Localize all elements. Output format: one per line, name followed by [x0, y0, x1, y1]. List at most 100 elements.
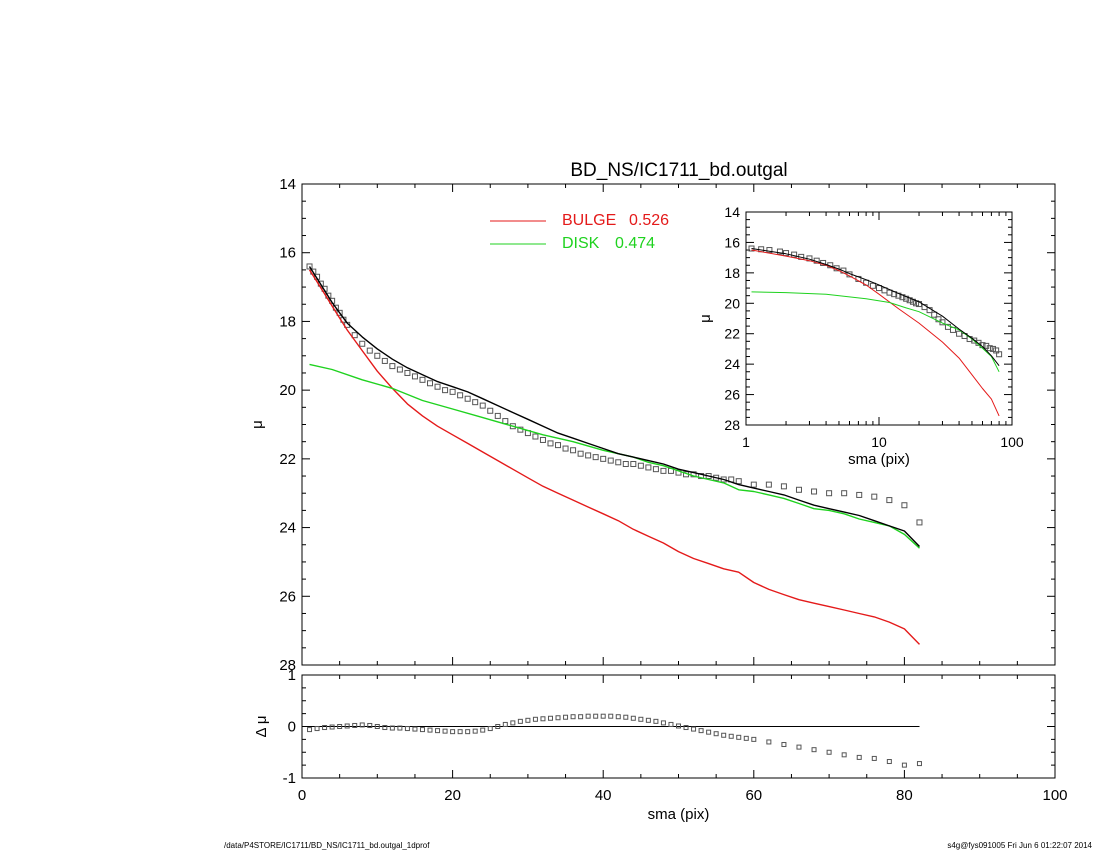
inset-series-data-point [935, 316, 942, 323]
residual-series-residual-point [706, 729, 712, 735]
inset-series-data-point [776, 248, 783, 255]
residual-series-residual-point [683, 725, 689, 731]
main-series-data-point [856, 491, 863, 498]
residual-series-residual-point [578, 714, 584, 720]
legend-disk-value: 0.474 [615, 235, 655, 252]
residual-series-residual-point [540, 716, 546, 722]
residual-series-residual-point [623, 714, 629, 720]
residual-ytick-label: 0 [288, 719, 296, 736]
main-series-data-point [607, 457, 614, 464]
residual-series-residual-point [510, 720, 516, 726]
main-series-data-point [351, 332, 358, 339]
main-series-bulge-line [308, 269, 921, 645]
main-series-data-point [532, 433, 539, 440]
main-series-data-point [374, 352, 381, 359]
main-series-data-point [901, 502, 908, 509]
main-series-data-point [562, 445, 569, 452]
footer-file-path: /data/P4STORE/IC1711/BD_NS/IC1711_bd.out… [224, 841, 430, 850]
residual-series-residual-point [728, 733, 734, 739]
residual-series-residual-point [593, 713, 599, 719]
residual-series-residual-point [502, 721, 508, 727]
main-series-data-point [841, 490, 848, 497]
main-series-data-point [780, 483, 787, 490]
main-ylabel: μ [249, 420, 266, 429]
inset-ylabel: μ [697, 314, 714, 323]
residual-series-residual-point [427, 727, 433, 733]
main-series-data-point [765, 481, 772, 488]
inset-series-model-line [751, 248, 1000, 367]
main-series-data-point [660, 467, 667, 474]
residual-series-residual-point [480, 727, 486, 733]
main-series-data-point [381, 357, 388, 364]
residual-series-residual-point [397, 725, 403, 731]
residual-series-residual-point [630, 715, 636, 721]
residual-xtick-label: 100 [1042, 787, 1067, 804]
residual-series-residual-point [676, 723, 681, 729]
residual-series-residual-point [713, 731, 719, 737]
residual-series-residual-point [645, 717, 651, 723]
residual-xtick-label: 20 [444, 787, 461, 804]
main-series-data-point [547, 440, 554, 447]
main-series-data-point [652, 466, 659, 473]
main-legend: BULGE 0.526 DISK 0.474 [490, 212, 669, 252]
main-series-data-point [396, 366, 403, 373]
main-series-data-point [592, 454, 599, 461]
residual-series-residual-point [691, 726, 697, 732]
main-series-data-point [472, 399, 479, 406]
main-series-disk-line [309, 363, 920, 549]
residual-series-residual-point [901, 762, 907, 768]
main-series-data-point [811, 488, 818, 495]
residual-xtick-label: 0 [298, 787, 306, 804]
main-ytick-label: 28 [279, 657, 296, 674]
residual-series-residual-point [886, 759, 892, 765]
main-series-data-point [645, 464, 652, 471]
main-series-data-point [464, 395, 471, 402]
residual-series-residual-point [404, 726, 410, 732]
residual-ytick-label: -1 [283, 770, 296, 787]
main-series-data-point [795, 486, 802, 493]
residual-series-residual-point [916, 761, 922, 767]
main-ytick-label: 20 [279, 382, 296, 399]
main-plot: 14 16 18 20 22 24 26 28 μ [249, 176, 1056, 674]
residual-series-residual-point [766, 739, 772, 745]
main-series-data-point [916, 519, 923, 526]
inset-ytick-label: 26 [724, 387, 740, 403]
residual-series-residual-point [826, 749, 832, 755]
residual-series-residual-point [736, 734, 742, 740]
inset-series-data-point [931, 311, 938, 318]
main-series-data-point [366, 347, 373, 354]
residual-series-residual-point [615, 714, 621, 720]
main-ytick-label: 24 [279, 520, 296, 537]
residual-series-residual-point [389, 725, 395, 731]
residual-xtick-label: 80 [896, 787, 913, 804]
inset-ytick-label: 14 [724, 204, 740, 220]
residual-ylabel: Δ μ [253, 715, 270, 737]
main-series-data-point [630, 461, 637, 468]
inset-ytick-label: 20 [724, 295, 740, 311]
main-series-data-point [419, 376, 426, 383]
main-series-data-point [442, 387, 449, 394]
inset-series-data-point [986, 345, 993, 352]
residual-series-residual-point [472, 728, 478, 734]
main-series-data-point [585, 452, 592, 459]
residual-series-residual-point [585, 713, 591, 719]
residual-series-residual-point [751, 736, 757, 742]
residual-series-residual-point [608, 713, 614, 719]
main-series-data-point [457, 392, 464, 399]
residual-series-residual-point [570, 714, 576, 720]
residual-series-residual-point [307, 727, 313, 733]
inset-ytick-label: 18 [724, 265, 740, 281]
residual-series-residual-point [450, 729, 456, 735]
main-series-data-point [698, 473, 705, 480]
residual-series-residual-point [382, 725, 388, 731]
residual-series-residual-point [811, 747, 817, 753]
legend-bulge-value: 0.526 [629, 212, 669, 229]
residual-series-residual-point [871, 755, 877, 761]
residual-series-residual-point [412, 726, 418, 732]
main-series-data-point [306, 263, 313, 270]
inset-series-data-point [990, 345, 997, 352]
inset-ytick-label: 28 [724, 417, 740, 433]
residual-series-residual-point [841, 752, 847, 758]
main-series-data-point [750, 481, 757, 488]
inset-xtick-label: 10 [871, 434, 887, 450]
